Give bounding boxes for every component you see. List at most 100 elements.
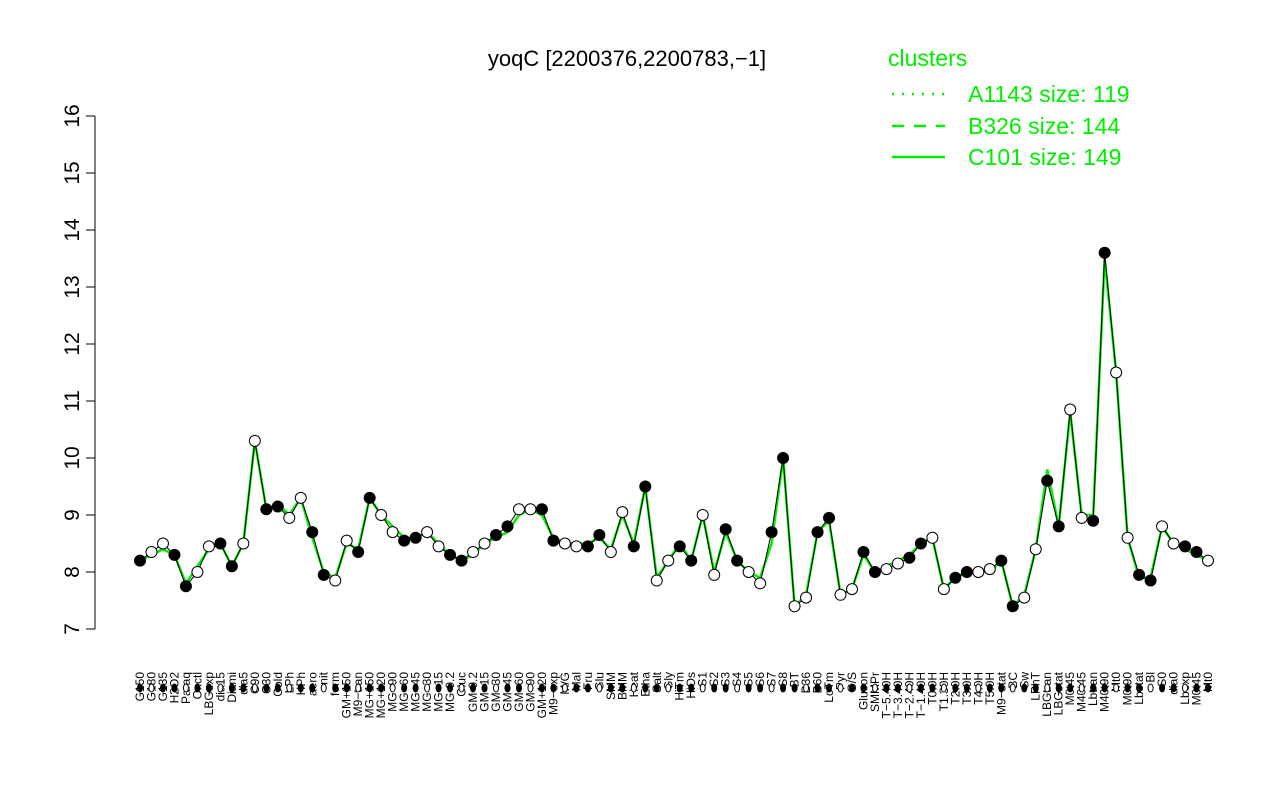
data-point xyxy=(868,566,881,578)
x-rug-marker xyxy=(217,683,224,693)
x-rug-marker xyxy=(1170,683,1177,693)
legend-title: clusters xyxy=(888,45,967,71)
x-rug-marker xyxy=(630,683,637,693)
x-rug-marker xyxy=(803,683,810,693)
data-point xyxy=(846,583,858,596)
x-rug-marker xyxy=(389,683,396,693)
data-point xyxy=(857,546,870,559)
x-rug-marker xyxy=(826,683,833,693)
data-point xyxy=(765,526,778,539)
x-rug-marker xyxy=(171,683,178,693)
x-rug-marker xyxy=(309,683,316,693)
x-rug-marker xyxy=(768,683,775,693)
x-rug-marker xyxy=(745,683,752,693)
x-rug-marker xyxy=(251,683,258,693)
data-point xyxy=(742,566,755,578)
x-tick-label: Gly xyxy=(661,672,675,690)
data-point xyxy=(880,563,893,576)
data-point xyxy=(501,520,514,533)
x-tick-label: T−2.40H xyxy=(902,672,916,718)
data-point xyxy=(409,531,422,544)
x-rug-marker xyxy=(975,683,982,693)
data-point xyxy=(478,537,491,550)
x-rug-marker xyxy=(642,683,649,693)
x-rug-marker xyxy=(929,683,936,693)
x-rug-marker xyxy=(1147,683,1154,693)
data-point xyxy=(375,509,388,521)
x-rug-marker xyxy=(734,683,741,693)
x-tick-label: B36 xyxy=(799,672,813,694)
data-point xyxy=(1075,511,1088,524)
data-point xyxy=(363,491,376,504)
x-rug-marker xyxy=(424,683,431,693)
data-point xyxy=(604,546,617,559)
data-point xyxy=(708,568,721,581)
data-point xyxy=(1190,546,1203,559)
data-point xyxy=(260,503,273,516)
data-point xyxy=(960,566,973,578)
x-tick-label: dia5 xyxy=(236,672,250,695)
x-rug-marker xyxy=(458,683,465,693)
x-rug-marker xyxy=(676,683,683,693)
x-rug-marker xyxy=(470,683,477,693)
data-point xyxy=(639,480,652,493)
data-point xyxy=(432,540,445,553)
x-rug-marker xyxy=(1182,683,1189,693)
data-point xyxy=(547,534,560,547)
x-rug-marker xyxy=(607,683,614,693)
x-rug-marker xyxy=(527,683,534,693)
x-rug-marker xyxy=(573,683,580,693)
data-point xyxy=(467,546,480,559)
data-point xyxy=(570,540,583,553)
legend-entry-1: A1143 size: 119 xyxy=(968,81,1130,107)
x-rug-marker xyxy=(1078,683,1085,693)
data-point xyxy=(271,500,284,513)
x-rug-marker xyxy=(1021,683,1028,693)
y-tick-label: 13 xyxy=(61,275,84,298)
x-rug-marker xyxy=(297,683,304,693)
x-rug-marker xyxy=(837,683,844,693)
x-rug-marker xyxy=(1205,683,1211,693)
x-rug-marker xyxy=(435,683,442,693)
y-tick-label: 15 xyxy=(61,161,84,184)
y-tick-label: 8 xyxy=(61,566,84,578)
x-rug-marker xyxy=(894,683,901,693)
data-point xyxy=(1110,366,1123,379)
y-tick-label: 11 xyxy=(61,390,84,412)
x-tick-label: C30 xyxy=(259,672,273,694)
x-rug-marker xyxy=(1193,683,1200,693)
x-tick-label: S1 xyxy=(696,672,710,687)
x-tick-label: S7 xyxy=(765,672,779,687)
data-point xyxy=(455,554,468,567)
data-point xyxy=(811,526,824,539)
x-rug-marker xyxy=(1055,683,1062,693)
data-point xyxy=(1052,520,1065,533)
data-point xyxy=(754,577,767,590)
x-tick-label: GM+150 xyxy=(340,672,354,719)
x-rug-marker xyxy=(619,683,626,693)
x-rug-marker xyxy=(1136,683,1143,693)
data-point xyxy=(156,537,169,550)
x-rug-marker xyxy=(584,683,591,693)
data-point xyxy=(1156,520,1169,533)
data-point xyxy=(283,511,296,524)
x-rug-marker xyxy=(412,683,419,693)
x-tick-label: Mt0 xyxy=(1201,672,1215,692)
x-rug-marker xyxy=(286,683,293,693)
x-rug-marker xyxy=(596,683,603,693)
x-rug-marker xyxy=(791,683,798,693)
y-tick-label: 14 xyxy=(61,218,84,242)
x-rug-marker xyxy=(871,683,878,693)
x-tick-label: T−5.40H xyxy=(879,672,893,718)
y-tick-label: 12 xyxy=(61,332,84,355)
y-tick-label: 9 xyxy=(61,509,84,521)
x-rug-marker xyxy=(355,683,362,693)
x-tick-label: M/G xyxy=(558,672,572,695)
data-point xyxy=(823,511,836,524)
data-point xyxy=(1121,531,1134,544)
y-axis: 7 8 9 10 11 12 13 14 15 16 xyxy=(61,104,96,635)
data-point xyxy=(903,551,916,564)
x-rug-marker xyxy=(1067,683,1074,693)
x-tick-label: M9−stat xyxy=(994,671,1008,715)
